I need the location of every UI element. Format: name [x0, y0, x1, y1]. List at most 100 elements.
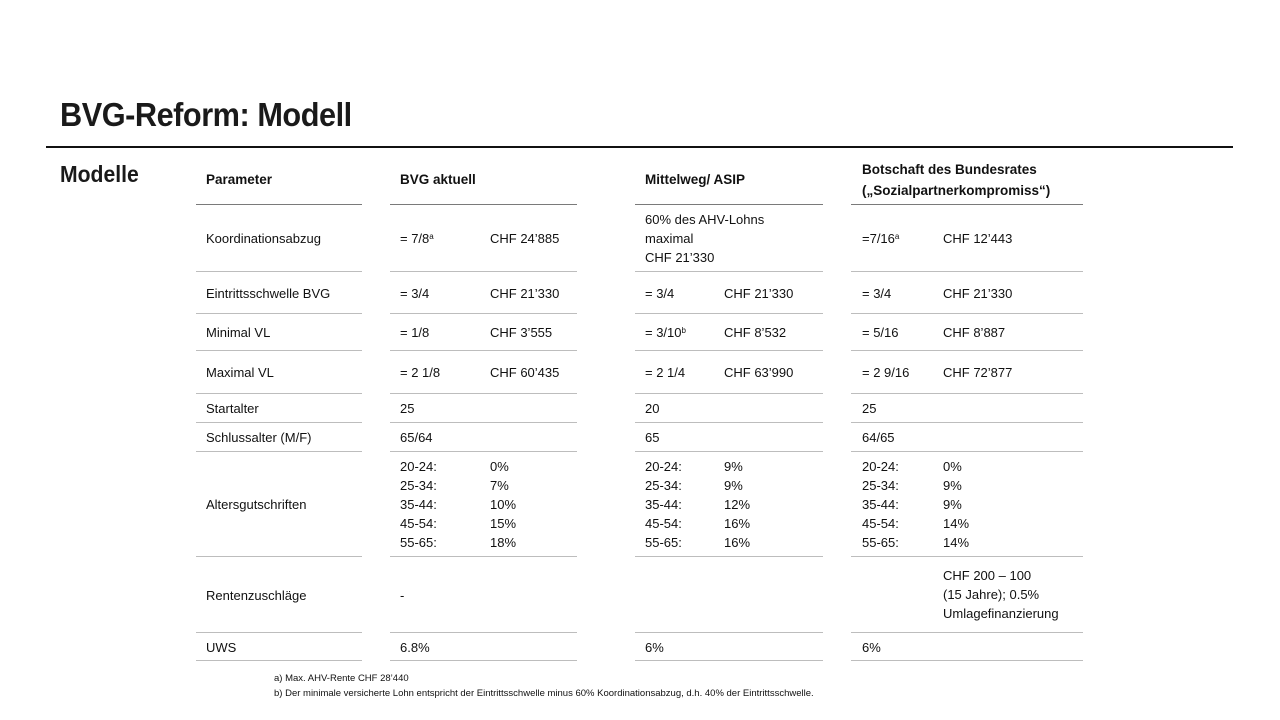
row-rule [390, 422, 577, 423]
row-rule [851, 632, 1083, 633]
bvg-uws: 6.8% [400, 640, 430, 655]
bvg-minimal-chf: CHF 3’555 [490, 325, 553, 340]
mw-minimal-chf: CHF 8’532 [724, 325, 787, 340]
row-rule [390, 660, 577, 661]
header-parameter: Parameter [206, 172, 273, 187]
row-rule [635, 313, 823, 314]
header-mittelweg: Mittelweg/ ASIP [645, 172, 746, 187]
footnote-ref-a: a [429, 232, 434, 241]
bs-age-band: 35-44: [862, 497, 899, 512]
mw-koordination-line3: CHF 21’330 [645, 250, 715, 265]
bs-credit-rate: 0% [943, 459, 962, 474]
header-botschaft-line2: („Sozialpartnerkompromiss“) [862, 183, 1051, 198]
row-label-altersgutschriften: Altersgutschriften [206, 497, 307, 512]
row-label-rentenzuschlaege: Rentenzuschläge [206, 588, 307, 603]
mw-koordination-line1: 60% des AHV-Lohns [645, 212, 765, 227]
bs-startalter: 25 [862, 401, 877, 416]
bvg-maximal-ratio: = 2 1/8 [400, 365, 441, 380]
bvg-eintritt-ratio: = 3/4 [400, 286, 430, 301]
mw-eintritt-ratio: = 3/4 [645, 286, 675, 301]
bs-credit-rate: 9% [943, 497, 962, 512]
bvg-age-band: 25-34: [400, 478, 437, 493]
bs-age-band: 55-65: [862, 535, 899, 550]
mw-age-band: 25-34: [645, 478, 682, 493]
header-rule [196, 204, 362, 205]
bs-credit-rate: 14% [943, 516, 970, 531]
mw-age-band: 20-24: [645, 459, 682, 474]
bvg-maximal-chf: CHF 60’435 [490, 365, 560, 380]
header-rule [390, 204, 577, 205]
header-rule [851, 204, 1083, 205]
bs-rentenzuschlaege-line1: CHF 200 – 100 [943, 568, 1032, 583]
row-rule [390, 313, 577, 314]
row-label-startalter: Startalter [206, 401, 259, 416]
row-rule [390, 556, 577, 557]
row-label-minimal-vl: Minimal VL [206, 325, 271, 340]
bs-koordination-chf: CHF 12’443 [943, 231, 1013, 246]
row-rule [196, 422, 362, 423]
bs-eintritt-ratio: = 3/4 [862, 286, 892, 301]
row-rule [196, 271, 362, 272]
slide-title: BVG-Reform: Modell [60, 96, 352, 133]
row-rule [635, 393, 823, 394]
header-botschaft-line1: Botschaft des Bundesrates [862, 162, 1037, 177]
row-rule [390, 632, 577, 633]
row-label-koordinationsabzug: Koordinationsabzug [206, 231, 321, 246]
mw-credit-rate: 9% [724, 459, 743, 474]
bvg-credit-rate: 15% [490, 516, 517, 531]
mw-startalter: 20 [645, 401, 660, 416]
bs-eintritt-chf: CHF 21’330 [943, 286, 1013, 301]
row-rule [635, 422, 823, 423]
row-label-eintrittsschwelle: Eintrittsschwelle BVG [206, 286, 331, 301]
mw-minimal-ratio: = 3/10b [645, 325, 686, 340]
bvg-eintritt-chf: CHF 21’330 [490, 286, 560, 301]
bvg-koordination-ratio: = 7/8a [400, 231, 434, 246]
row-rule [390, 271, 577, 272]
section-label: Modelle [60, 161, 139, 187]
mw-credit-rate: 16% [724, 535, 751, 550]
bvg-credit-rate: 10% [490, 497, 517, 512]
bvg-age-band: 35-44: [400, 497, 437, 512]
row-rule [851, 556, 1083, 557]
bs-schlussalter: 64/65 [862, 430, 895, 445]
bs-credit-rate: 9% [943, 478, 962, 493]
row-label-uws: UWS [206, 640, 237, 655]
bs-rentenzuschlaege-line2: (15 Jahre); 0.5% [943, 587, 1040, 602]
row-rule [851, 660, 1083, 661]
mw-age-band: 55-65: [645, 535, 682, 550]
row-rule [196, 632, 362, 633]
bvg-credit-rate: 7% [490, 478, 509, 493]
row-label-schlussalter: Schlussalter (M/F) [206, 430, 312, 445]
bvg-schlussalter: 65/64 [400, 430, 433, 445]
mw-age-band: 35-44: [645, 497, 682, 512]
mw-age-band: 45-54: [645, 516, 682, 531]
mw-uws: 6% [645, 640, 664, 655]
bs-age-band: 25-34: [862, 478, 899, 493]
bvg-age-band: 20-24: [400, 459, 437, 474]
row-rule [196, 556, 362, 557]
bs-uws: 6% [862, 640, 881, 655]
footnote-a: a) Max. AHV-Rente CHF 28’440 [274, 673, 409, 684]
footnote-ref-a: a [894, 232, 900, 241]
row-rule [635, 632, 823, 633]
mw-credit-rate: 9% [724, 478, 743, 493]
bvg-credit-rate: 0% [490, 459, 509, 474]
row-rule [196, 451, 362, 452]
bs-age-band: 45-54: [862, 516, 899, 531]
row-rule [851, 313, 1083, 314]
row-rule [390, 350, 577, 351]
row-rule [390, 451, 577, 452]
bs-maximal-chf: CHF 72’877 [943, 365, 1013, 380]
mw-credit-rate: 12% [724, 497, 751, 512]
row-rule [851, 350, 1083, 351]
bvg-minimal-ratio: = 1/8 [400, 325, 430, 340]
bvg-startalter: 25 [400, 401, 415, 416]
row-rule [635, 556, 823, 557]
row-rule [196, 660, 362, 661]
header-rule [635, 204, 823, 205]
mw-koordination-line2: maximal [645, 231, 694, 246]
row-label-maximal-vl: Maximal VL [206, 365, 274, 380]
bvg-koordination-chf: CHF 24’885 [490, 231, 560, 246]
row-rule [196, 313, 362, 314]
bs-minimal-ratio: = 5/16 [862, 325, 899, 340]
